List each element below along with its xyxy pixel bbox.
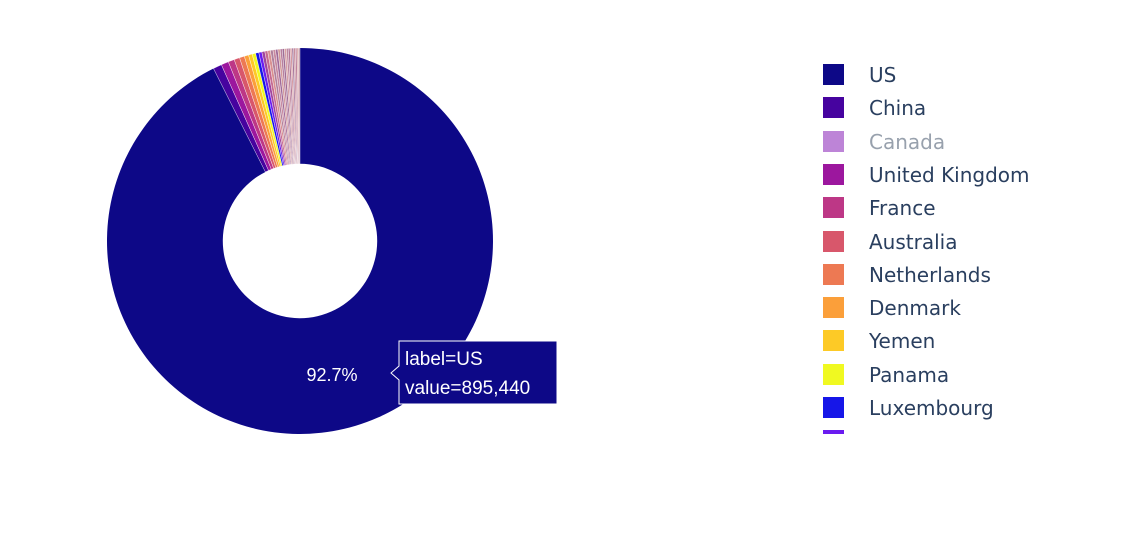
legend-swatch (823, 230, 844, 252)
legend-label: Yemen (869, 329, 936, 354)
legend-item-australia[interactable]: Australia (822, 229, 1112, 262)
legend-item-us[interactable]: US (822, 62, 1112, 95)
legend-label: Panama (869, 362, 950, 387)
legend-item-denmark[interactable]: Denmark (822, 295, 1112, 328)
legend-item-panama[interactable]: Panama (822, 362, 1112, 395)
legend-swatch (823, 330, 844, 352)
legend-swatch (823, 363, 844, 385)
legend-item-france[interactable]: France (822, 195, 1112, 228)
legend-swatch (823, 430, 844, 434)
legend-swatch (823, 263, 844, 285)
legend-label: Denmark (869, 296, 961, 321)
legend-label: Australia (869, 229, 958, 254)
donut-slices (106, 47, 494, 434)
legend-swatch (823, 397, 844, 418)
legend-item-luxembourg[interactable]: Luxembourg (822, 395, 1112, 428)
legend-label: Netherlands (869, 262, 991, 287)
legend-swatch (823, 97, 844, 119)
slice-other-29[interactable] (298, 47, 301, 165)
hover-label-line: label=US (405, 349, 483, 370)
legend-swatch (823, 163, 844, 185)
legend-item-united-kingdom[interactable]: United Kingdom (822, 162, 1112, 195)
legend-item-canada[interactable]: Canada (822, 129, 1112, 162)
legend-label: Luxembourg (869, 396, 994, 420)
legend-item-china[interactable]: China (822, 95, 1112, 128)
legend-label: China (869, 96, 927, 121)
legend-label: United Kingdom (869, 162, 1030, 187)
legend: US China Canada United Kingdom France Austral… (822, 62, 1112, 434)
legend-item-entry-11[interactable] (822, 428, 1112, 434)
legend-label: US (869, 63, 897, 87)
legend-item-netherlands[interactable]: Netherlands (822, 262, 1112, 295)
legend-label: France (869, 196, 936, 221)
hover-tooltip-box (390, 340, 558, 405)
slice-percent-label-us: 92.7% (306, 365, 357, 385)
hover-tooltip: label=US value=895,440 (390, 340, 558, 405)
legend-label: Canada (869, 129, 946, 154)
legend-item-yemen[interactable]: Yemen (822, 328, 1112, 361)
legend-swatch (823, 297, 844, 319)
slice-us[interactable] (106, 48, 494, 434)
legend-swatch (823, 64, 844, 85)
legend-swatch (823, 130, 844, 152)
legend-swatch (823, 197, 844, 219)
hover-value-line: value=895,440 (405, 378, 530, 399)
